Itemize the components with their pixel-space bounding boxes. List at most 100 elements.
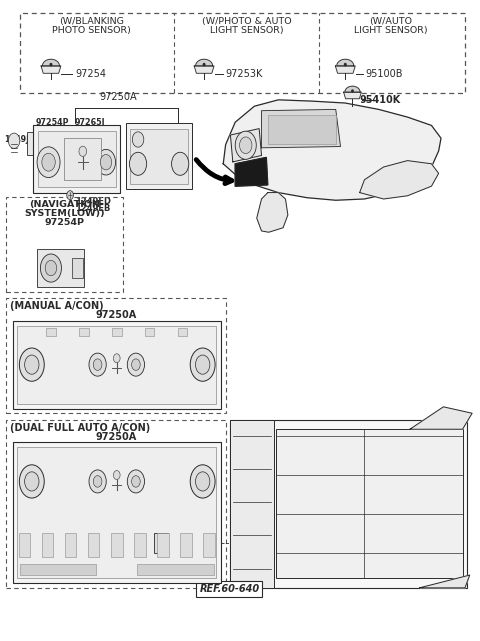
Circle shape <box>113 470 120 479</box>
Circle shape <box>24 472 39 491</box>
Polygon shape <box>336 66 355 73</box>
Polygon shape <box>336 59 355 66</box>
Polygon shape <box>235 158 268 186</box>
Circle shape <box>130 153 147 175</box>
Polygon shape <box>344 92 361 99</box>
Text: PHOTO SENSOR): PHOTO SENSOR) <box>52 26 131 35</box>
Circle shape <box>204 63 205 65</box>
Circle shape <box>235 131 256 160</box>
Bar <box>6 298 226 413</box>
Text: 97265J: 97265J <box>75 119 106 128</box>
Bar <box>268 115 336 144</box>
Bar <box>6 420 226 588</box>
Bar <box>126 124 192 189</box>
Circle shape <box>79 146 86 156</box>
Bar <box>27 133 39 156</box>
Bar <box>6 197 123 292</box>
Bar <box>130 129 188 184</box>
Bar <box>111 533 122 556</box>
Polygon shape <box>410 407 472 429</box>
Circle shape <box>195 355 210 374</box>
Bar <box>72 258 83 278</box>
Circle shape <box>42 153 55 171</box>
Bar <box>79 328 89 337</box>
Circle shape <box>89 353 106 376</box>
Polygon shape <box>420 575 470 588</box>
Text: LIGHT SENSOR): LIGHT SENSOR) <box>210 26 284 35</box>
Bar <box>178 328 187 337</box>
Text: 1249ED: 1249ED <box>75 197 111 206</box>
Text: 97250A: 97250A <box>96 310 137 320</box>
Polygon shape <box>230 129 262 162</box>
Text: 97250A: 97250A <box>96 432 137 442</box>
Text: (W/PHOTO & AUTO: (W/PHOTO & AUTO <box>203 17 292 26</box>
Bar <box>33 126 120 192</box>
Bar <box>64 138 101 179</box>
Text: 95410K: 95410K <box>360 95 401 105</box>
Circle shape <box>93 476 102 487</box>
Bar <box>20 563 96 575</box>
Text: (DUAL FULL AUTO A/CON): (DUAL FULL AUTO A/CON) <box>10 423 151 433</box>
Bar <box>154 533 168 553</box>
Circle shape <box>24 355 39 374</box>
Polygon shape <box>257 192 288 232</box>
Circle shape <box>171 153 189 175</box>
Text: 1249EB: 1249EB <box>75 204 110 213</box>
Bar <box>112 328 121 337</box>
Polygon shape <box>344 86 361 92</box>
Text: (W/BLANKING: (W/BLANKING <box>59 17 124 26</box>
Bar <box>19 533 30 556</box>
Bar <box>276 429 463 578</box>
Circle shape <box>132 359 140 370</box>
Circle shape <box>345 63 346 65</box>
Circle shape <box>240 137 252 154</box>
Text: 97254P: 97254P <box>44 218 84 227</box>
Bar <box>88 533 99 556</box>
Bar <box>180 533 192 556</box>
Circle shape <box>113 354 120 363</box>
Bar <box>12 320 221 409</box>
Circle shape <box>8 133 20 149</box>
Text: LIGHT SENSOR): LIGHT SENSOR) <box>354 26 428 35</box>
Circle shape <box>127 353 144 376</box>
Bar <box>137 563 214 575</box>
Text: 97250A: 97250A <box>99 92 137 102</box>
Text: 97254: 97254 <box>75 69 106 79</box>
Bar <box>230 420 274 588</box>
Text: (MANUAL A/CON): (MANUAL A/CON) <box>10 301 104 312</box>
Bar <box>36 249 84 287</box>
Text: REF.60-640: REF.60-640 <box>199 584 260 594</box>
Bar <box>17 447 216 578</box>
Bar <box>65 533 76 556</box>
Polygon shape <box>262 110 340 148</box>
Polygon shape <box>41 66 61 73</box>
Circle shape <box>190 348 215 381</box>
Circle shape <box>19 465 44 498</box>
Bar <box>46 328 56 337</box>
Bar <box>203 533 215 556</box>
Circle shape <box>100 154 112 170</box>
Text: 96985: 96985 <box>143 572 177 582</box>
Circle shape <box>40 254 61 282</box>
Circle shape <box>190 465 215 498</box>
Text: 95100B: 95100B <box>366 69 403 79</box>
Text: 1249JM: 1249JM <box>4 135 37 144</box>
Circle shape <box>67 190 73 199</box>
Text: (W/AUTO: (W/AUTO <box>369 17 412 26</box>
Bar <box>145 328 155 337</box>
Text: 97253K: 97253K <box>226 69 263 79</box>
Circle shape <box>132 476 140 487</box>
Text: 97254P: 97254P <box>35 119 69 128</box>
Bar <box>157 533 168 556</box>
Circle shape <box>89 470 106 493</box>
Circle shape <box>19 348 44 381</box>
Bar <box>42 533 53 556</box>
Bar <box>230 420 468 588</box>
Circle shape <box>352 90 353 92</box>
Circle shape <box>93 359 102 370</box>
Circle shape <box>127 470 144 493</box>
Polygon shape <box>194 59 214 66</box>
Circle shape <box>132 132 144 147</box>
Bar <box>38 131 116 187</box>
Circle shape <box>195 472 210 491</box>
